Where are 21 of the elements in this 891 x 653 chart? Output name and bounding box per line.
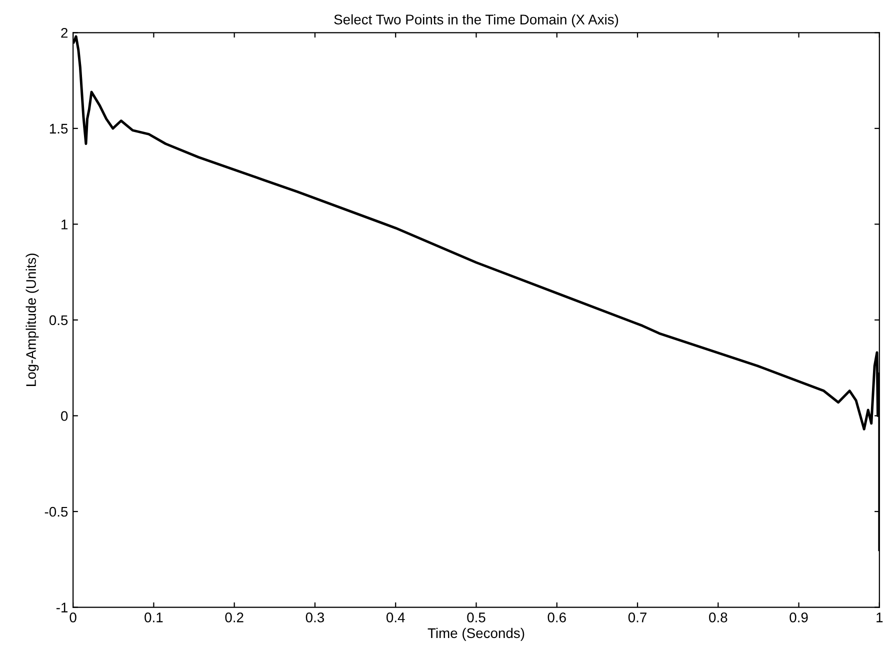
chart-title: Select Two Points in the Time Domain (X Axis) (334, 14, 618, 28)
x-tick-label: 0.3 (306, 612, 324, 622)
y-tick-label: 0.5 (49, 315, 68, 326)
x-tick-label: 0.4 (386, 612, 405, 622)
x-tick-label: 0.2 (225, 612, 244, 622)
y-tick-label: 1 (62, 220, 68, 230)
x-tick-label: 0.6 (548, 612, 566, 622)
y-axis-title: Log-Amplitude (Units) (26, 254, 39, 386)
x-tick-label: 0.9 (790, 612, 808, 622)
x-axis-title: Time (Seconds) (428, 628, 524, 641)
x-tick-label: 0.5 (467, 612, 486, 622)
x-tick-label: 0 (70, 612, 76, 622)
y-tick-label: 2 (61, 28, 68, 38)
x-tick-label: 1 (876, 612, 883, 622)
x-tick-label: 0.7 (628, 612, 646, 622)
y-tick-label: 1.5 (50, 124, 68, 134)
x-tick-label: 0.8 (709, 612, 728, 622)
x-tick-label: 0.1 (144, 612, 163, 622)
y-tick-label: -1 (56, 602, 68, 612)
y-tick-label: 0 (61, 411, 68, 421)
y-tick-label: -0.5 (44, 506, 68, 517)
